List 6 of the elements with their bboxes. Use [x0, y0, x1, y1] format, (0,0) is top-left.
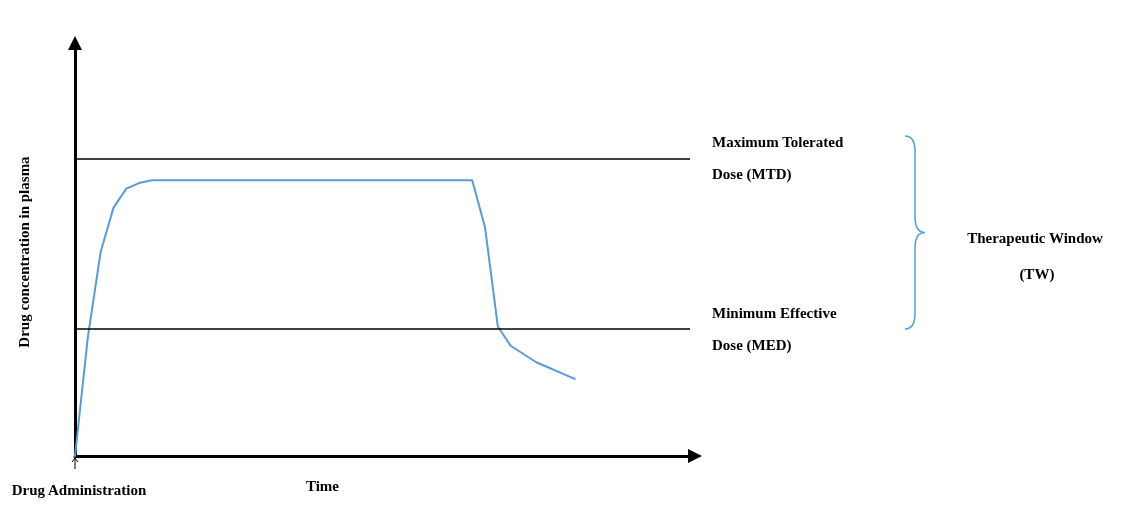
ref-line-label: Minimum Effective Dose (MED): [712, 305, 841, 355]
ref-line-label: Maximum Tolerated Dose (MTD): [712, 134, 847, 184]
text: Therapeutic Window (TW): [967, 229, 1103, 282]
y-axis-title: Drug concentration in plasma: [15, 155, 32, 348]
text: Drug Administration: [11, 481, 147, 498]
x-axis-title: Time: [305, 477, 340, 494]
